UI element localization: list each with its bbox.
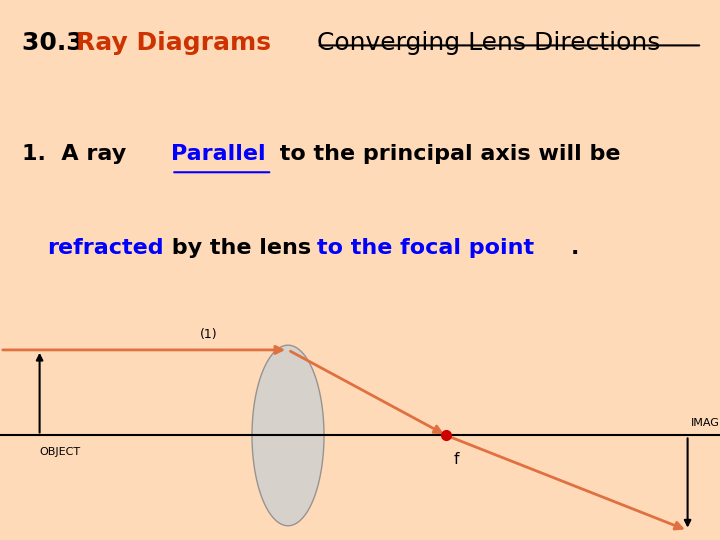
Polygon shape [252,345,324,526]
Text: 30.3: 30.3 [22,31,92,55]
Text: (1): (1) [200,328,217,341]
Text: refracted: refracted [47,238,163,258]
Text: OBJECT: OBJECT [40,447,81,457]
Text: .: . [571,238,580,258]
Text: Parallel: Parallel [171,144,266,164]
Text: Ray Diagrams: Ray Diagrams [76,31,271,55]
Text: IMAGE: IMAGE [691,418,720,428]
Text: to the principal axis will be: to the principal axis will be [272,144,621,164]
Text: by the lens: by the lens [164,238,319,258]
Text: f: f [454,452,459,467]
Text: to the focal point: to the focal point [317,238,534,258]
Text: Converging Lens Directions: Converging Lens Directions [317,31,660,55]
Text: 1.  A ray: 1. A ray [22,144,134,164]
